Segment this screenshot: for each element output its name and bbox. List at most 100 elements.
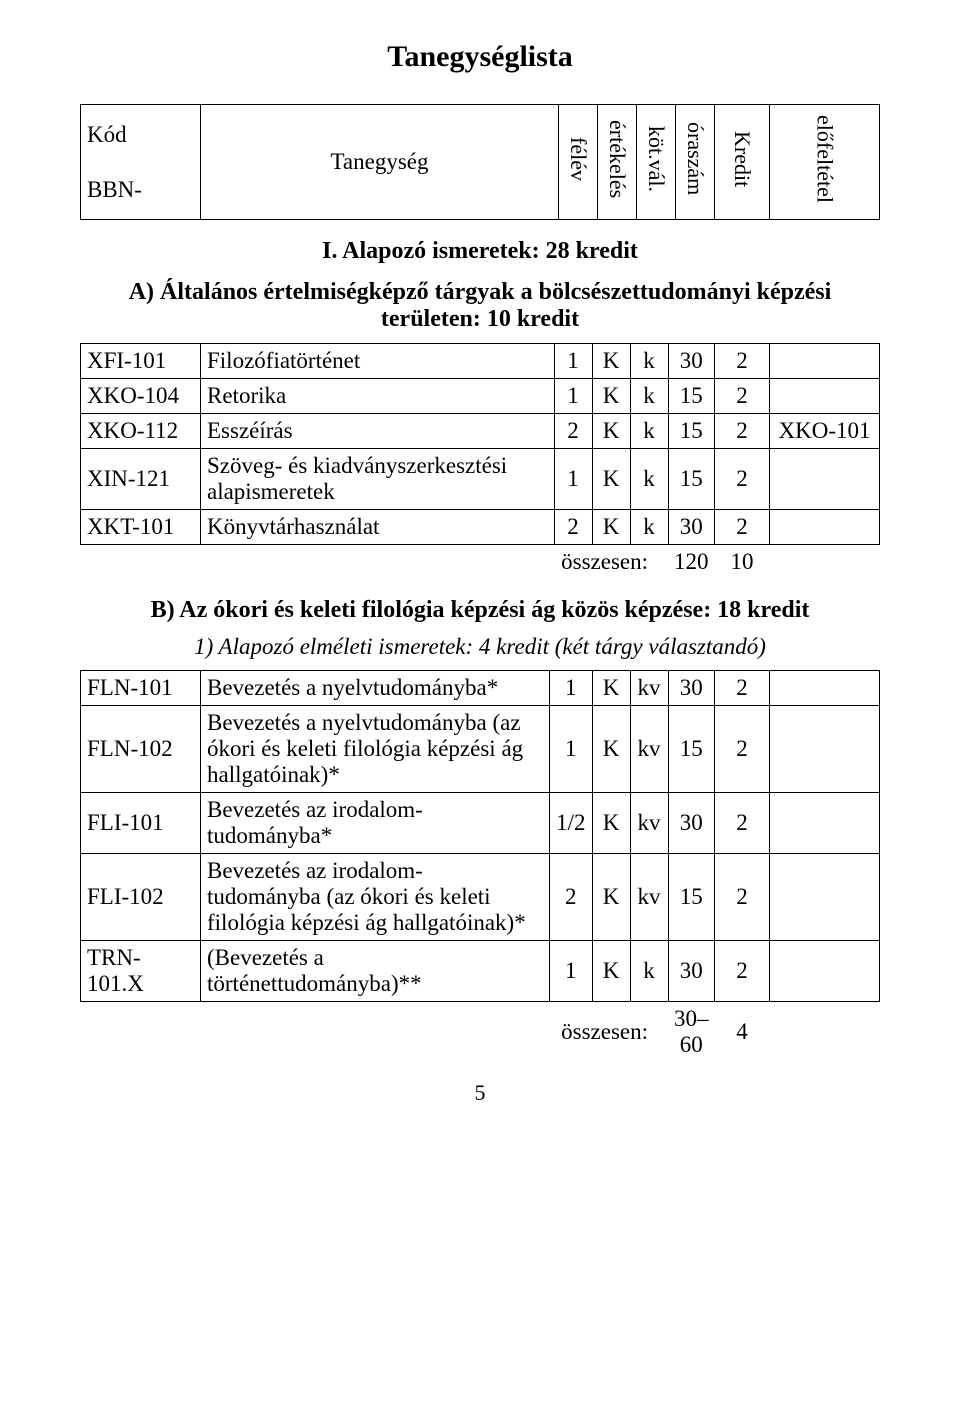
row-ert: K: [592, 853, 630, 940]
row-kv: k: [630, 448, 668, 509]
header-ertekeles: értékelés: [598, 105, 637, 220]
header-elofeltetel: előfeltétel: [770, 105, 880, 220]
row-felev: 1: [550, 670, 592, 705]
row-code: XFI-101: [81, 343, 201, 378]
row-kv: k: [630, 509, 668, 544]
row-kr: 2: [715, 705, 770, 792]
row-ora: 15: [668, 705, 715, 792]
row-felev: 2: [554, 509, 592, 544]
row-felev: 1: [550, 940, 592, 1001]
row-elof: [770, 940, 880, 1001]
sum-kr-a: 10: [715, 544, 770, 579]
table-row: FLN-102Bevezetés a nyelvtudományba (az ó…: [81, 705, 880, 792]
row-elof: [770, 792, 880, 853]
table-row: TRN- 101.X(Bevezetés a történettudományb…: [81, 940, 880, 1001]
row-kr: 2: [715, 670, 770, 705]
row-name: Bevezetés a nyelvtudományba (az ókori és…: [201, 705, 550, 792]
row-ora: 15: [668, 448, 715, 509]
code-prefix: BBN-: [87, 177, 142, 202]
row-kr: 2: [715, 509, 770, 544]
table-row: FLI-102Bevezetés az irodalom- tudományba…: [81, 853, 880, 940]
table-row: FLI-101Bevezetés az irodalom- tudományba…: [81, 792, 880, 853]
header-kotval: köt.vál.: [637, 105, 676, 220]
header-code: Kód BBN-: [81, 105, 201, 220]
code-label: Kód: [87, 122, 127, 147]
row-name: Könyvtárhasználat: [201, 509, 555, 544]
row-kr: 2: [715, 940, 770, 1001]
row-kr: 2: [715, 792, 770, 853]
row-felev: 1: [554, 378, 592, 413]
row-elof: XKO-101: [770, 413, 880, 448]
row-kr: 2: [715, 448, 770, 509]
row-code: FLN-102: [81, 705, 201, 792]
row-code: XKT-101: [81, 509, 201, 544]
header-table: Kód BBN- Tanegység félév értékelés köt.v…: [80, 104, 880, 220]
row-felev: 1/2: [550, 792, 592, 853]
row-felev: 2: [554, 413, 592, 448]
row-elof: [770, 670, 880, 705]
row-ert: K: [592, 509, 630, 544]
section-a-heading: A) Általános értelmiségképző tárgyak a b…: [80, 279, 880, 333]
row-code: TRN- 101.X: [81, 940, 201, 1001]
table-row: XKO-112Esszéírás2Kk152XKO-101: [81, 413, 880, 448]
row-felev: 2: [550, 853, 592, 940]
row-elof: [770, 343, 880, 378]
row-code: XIN-121: [81, 448, 201, 509]
row-elof: [770, 509, 880, 544]
row-ora: 15: [668, 378, 715, 413]
row-elof: [770, 853, 880, 940]
row-name: Bevezetés a nyelvtudományba*: [201, 670, 550, 705]
row-code: FLN-101: [81, 670, 201, 705]
row-elof: [770, 705, 880, 792]
elofeltetel-label: előfeltétel: [812, 109, 838, 209]
section-b-sum: összesen: 30– 60 4: [81, 1001, 880, 1062]
row-elof: [770, 448, 880, 509]
row-ert: K: [592, 413, 630, 448]
section-b-heading: B) Az ókori és keleti filológia képzési …: [80, 597, 880, 624]
section-b-table: FLN-101Bevezetés a nyelvtudományba*1Kkv3…: [80, 670, 880, 1062]
row-kv: k: [630, 343, 668, 378]
row-name: Filozófiatörténet: [201, 343, 555, 378]
row-kv: k: [630, 940, 668, 1001]
row-ert: K: [592, 940, 630, 1001]
row-kv: kv: [630, 670, 668, 705]
row-kv: k: [630, 378, 668, 413]
row-name: Retorika: [201, 378, 555, 413]
row-name: Bevezetés az irodalom- tudományba (az ók…: [201, 853, 550, 940]
row-code: XKO-112: [81, 413, 201, 448]
header-unit: Tanegység: [201, 105, 559, 220]
row-name: (Bevezetés a történettudományba)**: [201, 940, 550, 1001]
sum-label-a: összesen:: [554, 544, 668, 579]
header-kredit: Kredit: [715, 105, 770, 220]
row-ert: K: [592, 448, 630, 509]
table-row: XIN-121Szöveg- és kiadványszerkesztési a…: [81, 448, 880, 509]
row-kv: k: [630, 413, 668, 448]
row-ert: K: [592, 705, 630, 792]
row-kv: kv: [630, 792, 668, 853]
table-row: XKO-104Retorika1Kk152: [81, 378, 880, 413]
row-ora: 15: [668, 853, 715, 940]
row-name: Esszéírás: [201, 413, 555, 448]
oraszam-label: óraszám: [682, 116, 708, 201]
row-code: FLI-101: [81, 792, 201, 853]
row-ora: 30: [668, 670, 715, 705]
page-title: Tanegységlista: [80, 40, 880, 74]
row-ert: K: [592, 792, 630, 853]
row-ora: 15: [668, 413, 715, 448]
row-kr: 2: [715, 378, 770, 413]
table-row: FLN-101Bevezetés a nyelvtudományba*1Kkv3…: [81, 670, 880, 705]
header-felev: félév: [559, 105, 598, 220]
row-code: XKO-104: [81, 378, 201, 413]
row-kr: 2: [715, 343, 770, 378]
felev-label: félév: [565, 131, 591, 187]
section-b-sub1-heading: 1) Alapozó elméleti ismeretek: 4 kredit …: [80, 634, 880, 660]
table-row: XFI-101Filozófiatörténet1Kk302: [81, 343, 880, 378]
row-ert: K: [592, 343, 630, 378]
row-ert: K: [592, 378, 630, 413]
row-ora: 30: [668, 509, 715, 544]
row-felev: 1: [554, 448, 592, 509]
row-ert: K: [592, 670, 630, 705]
row-code: FLI-102: [81, 853, 201, 940]
kotval-label: köt.vál.: [643, 120, 669, 198]
section-a-table: XFI-101Filozófiatörténet1Kk302XKO-104Ret…: [80, 343, 880, 579]
